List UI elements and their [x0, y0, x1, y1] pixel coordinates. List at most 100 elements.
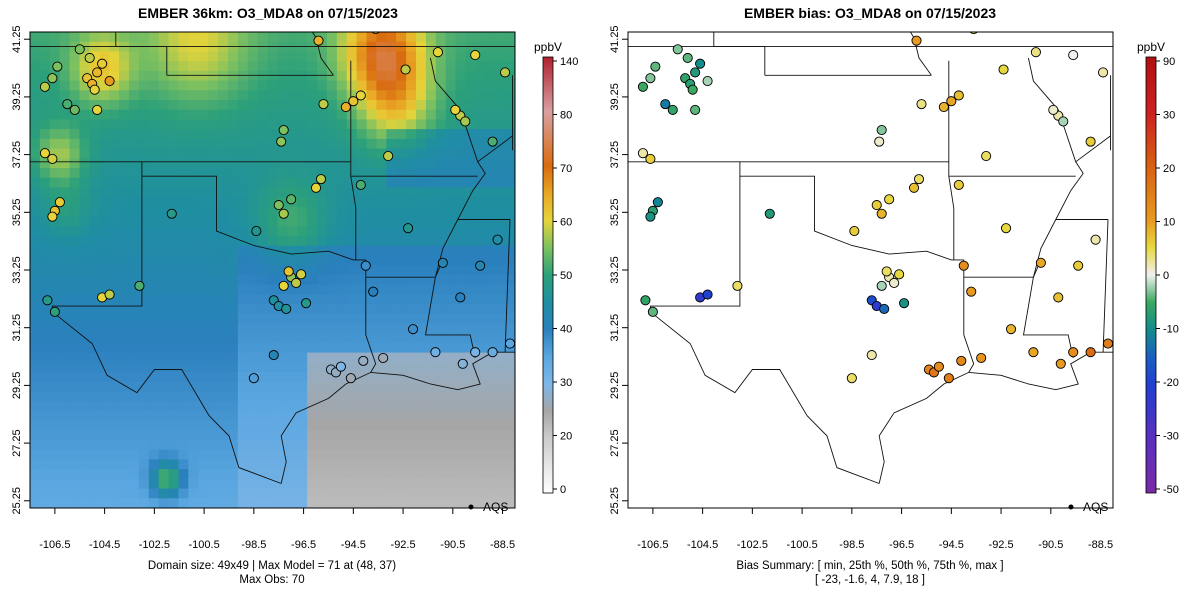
grid-cell [336, 70, 348, 82]
grid-cell [178, 410, 189, 422]
grid-cell [465, 129, 477, 140]
grid-cell [138, 245, 150, 257]
grid-cell [79, 401, 90, 412]
grid-cell [138, 469, 150, 480]
bias-site-marker [1085, 347, 1096, 358]
bias-site-marker [849, 226, 860, 237]
grid-cell [307, 129, 318, 140]
grid-cell [208, 245, 219, 257]
grid-cell [366, 274, 378, 286]
grid-cell [99, 284, 110, 295]
grid-cell [475, 459, 486, 470]
grid-cell [188, 119, 199, 130]
grid-cell [356, 51, 368, 62]
grid-cell [158, 304, 170, 315]
grid-cell [109, 391, 120, 402]
grid-cell [237, 129, 249, 140]
grid-cell [326, 138, 338, 150]
grid-cell [39, 216, 51, 227]
grid-cell [505, 177, 515, 189]
grid-cell [317, 148, 328, 159]
grid-cell [336, 236, 348, 247]
grid-cell [435, 440, 447, 451]
grid-cell [376, 80, 387, 91]
grid-cell [138, 498, 150, 508]
grid-cell [376, 333, 387, 344]
grid-cell [79, 236, 90, 247]
grid-cell [168, 449, 180, 461]
grid-cell [406, 80, 417, 91]
grid-cell [287, 236, 298, 247]
grid-cell [158, 323, 170, 334]
grid-cell [425, 90, 437, 101]
grid-cell [148, 420, 160, 431]
grid-cell [198, 410, 209, 422]
x-tick-label: -88.5 [1088, 539, 1113, 551]
grid-cell [198, 32, 209, 43]
bias-site-marker [667, 104, 678, 115]
grid-cell [128, 459, 140, 470]
grid-cell [396, 372, 407, 383]
grid-cell [277, 70, 288, 82]
grid-cell [148, 70, 160, 82]
grid-cell [356, 313, 368, 325]
grid-cell [267, 449, 279, 461]
grid-cell [79, 440, 90, 451]
grid-cell [119, 138, 130, 150]
grid-cell [505, 284, 515, 295]
grid-cell [475, 245, 486, 257]
grid-cell [425, 245, 437, 257]
bias-site-marker [1085, 136, 1096, 147]
grid-cell [158, 100, 170, 111]
grid-cell [79, 216, 90, 227]
grid-cell [376, 313, 387, 325]
grid-cell [89, 148, 100, 159]
grid-cell [425, 440, 437, 451]
grid-cell [435, 70, 447, 82]
grid-cell [188, 216, 199, 227]
grid-cell [237, 100, 249, 111]
grid-cell [435, 401, 447, 412]
grid-cell [79, 304, 90, 315]
grid-cell [376, 420, 387, 431]
grid-cell [445, 381, 457, 393]
grid-cell [128, 372, 140, 383]
grid-cell [257, 148, 269, 159]
grid-cell [109, 265, 120, 276]
grid-cell [475, 313, 486, 325]
grid-cell [227, 284, 239, 295]
grid-cell [505, 100, 515, 111]
grid-cell [148, 391, 160, 402]
grid-cell [49, 459, 61, 470]
grid-cell [366, 362, 378, 373]
grid-cell [277, 255, 288, 266]
grid-cell [49, 488, 61, 499]
grid-cell [356, 284, 368, 295]
grid-cell [128, 41, 140, 53]
grid-cell [119, 420, 130, 431]
grid-cell [79, 197, 90, 208]
grid-cell [307, 284, 318, 295]
grid-cell [109, 109, 120, 121]
grid-cell [455, 245, 467, 257]
grid-cell [465, 401, 477, 412]
grid-cell [326, 488, 338, 499]
grid-cell [505, 401, 515, 412]
grid-cell [386, 294, 397, 305]
grid-cell [435, 197, 447, 208]
grid-cell [218, 70, 229, 82]
grid-cell [198, 80, 209, 91]
grid-cell [208, 459, 219, 470]
colorbar-tick-label: 60 [560, 217, 572, 229]
grid-cell [277, 294, 288, 305]
grid-cell [396, 90, 407, 101]
grid-cell [485, 488, 496, 499]
grid-cell [148, 304, 160, 315]
grid-cell [356, 158, 368, 169]
grid-cell [89, 119, 100, 130]
grid-cell [237, 158, 249, 169]
grid-cell [435, 459, 447, 470]
grid-cell [188, 459, 199, 470]
grid-cell [416, 381, 427, 393]
